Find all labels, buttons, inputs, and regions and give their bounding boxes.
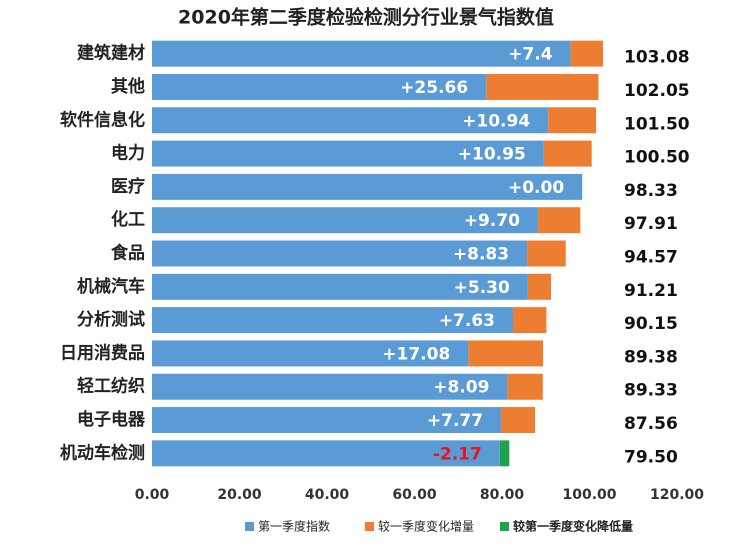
bar (501, 407, 536, 434)
data-label: +17.08 (382, 344, 450, 364)
data-label: +25.66 (400, 78, 468, 98)
bar (570, 40, 603, 67)
data-label: +5.30 (454, 278, 510, 298)
bar (543, 140, 592, 167)
y-tick-label: 建筑建材 (77, 43, 145, 64)
bar (527, 273, 552, 300)
total-label: 79.50 (624, 447, 678, 467)
bar (152, 173, 583, 200)
bar (499, 440, 510, 467)
y-tick-label: 轻工纺织 (77, 376, 145, 397)
bar (152, 107, 549, 134)
total-label: 89.33 (624, 381, 678, 401)
total-label: 102.05 (624, 81, 690, 101)
y-tick-label: 机动车检测 (60, 442, 145, 463)
total-label: 91.21 (624, 281, 678, 301)
data-label: +9.70 (464, 211, 520, 231)
total-label: 90.15 (624, 314, 678, 334)
x-tick-label: 80.00 (480, 487, 525, 503)
bar (507, 373, 543, 400)
bar (152, 273, 528, 300)
bar (152, 407, 502, 434)
chart-title: 2020年第二季度检验检测分行业景气指数值 (178, 6, 554, 29)
data-label: -2.17 (433, 444, 482, 464)
legend-label: 较一季度变化增量 (378, 519, 474, 534)
bar (152, 240, 528, 267)
total-label: 97.91 (624, 214, 678, 234)
x-tick-label: 20.00 (217, 487, 262, 503)
bar (152, 340, 469, 367)
bar (152, 307, 514, 334)
x-tick-label: 120.00 (650, 487, 704, 503)
legend-label: 第一季度指数 (258, 519, 330, 534)
bar (152, 40, 571, 67)
bar (537, 207, 581, 234)
total-label: 101.50 (624, 114, 690, 134)
bar (152, 440, 500, 467)
y-tick-label: 食品 (111, 243, 145, 264)
bar (468, 340, 544, 367)
legend-swatch (365, 522, 374, 531)
data-label: +8.83 (453, 245, 509, 265)
data-label: +0.00 (508, 178, 564, 198)
total-label: 103.08 (624, 48, 690, 68)
x-tick-label: 0.00 (135, 487, 170, 503)
total-label: 89.38 (624, 347, 678, 367)
total-label: 94.57 (624, 248, 678, 268)
y-tick-label: 其他 (111, 76, 145, 97)
bar (513, 307, 547, 334)
data-label: +10.94 (462, 111, 530, 131)
y-tick-label: 电子电器 (77, 409, 146, 430)
data-label: +7.63 (439, 311, 495, 331)
total-label: 87.56 (624, 414, 678, 434)
bar (152, 373, 508, 400)
data-label: +10.95 (458, 145, 526, 165)
legend-swatch (500, 522, 509, 531)
y-tick-label: 日用消费品 (60, 342, 145, 363)
x-tick-label: 100.00 (562, 487, 616, 503)
y-tick-label: 机械汽车 (77, 276, 145, 297)
data-label: +7.4 (508, 45, 553, 65)
bar (548, 107, 597, 134)
legend-label: 较第一季度变化降低量 (513, 519, 633, 534)
y-tick-label: 化工 (111, 209, 145, 230)
x-tick-label: 60.00 (392, 487, 437, 503)
y-tick-label: 软件信息化 (60, 109, 145, 130)
y-tick-label: 电力 (111, 143, 145, 164)
total-label: 100.50 (624, 148, 690, 168)
data-label: +7.77 (427, 411, 483, 431)
bar (152, 140, 544, 167)
y-tick-label: 分析测试 (77, 309, 145, 330)
bar (152, 207, 538, 234)
bar (527, 240, 566, 267)
bar (152, 73, 487, 100)
bar (486, 73, 599, 100)
y-tick-label: 医疗 (111, 176, 145, 197)
data-label: +8.09 (433, 378, 489, 398)
x-tick-label: 40.00 (305, 487, 350, 503)
legend-swatch (245, 522, 254, 531)
total-label: 98.33 (624, 181, 678, 201)
